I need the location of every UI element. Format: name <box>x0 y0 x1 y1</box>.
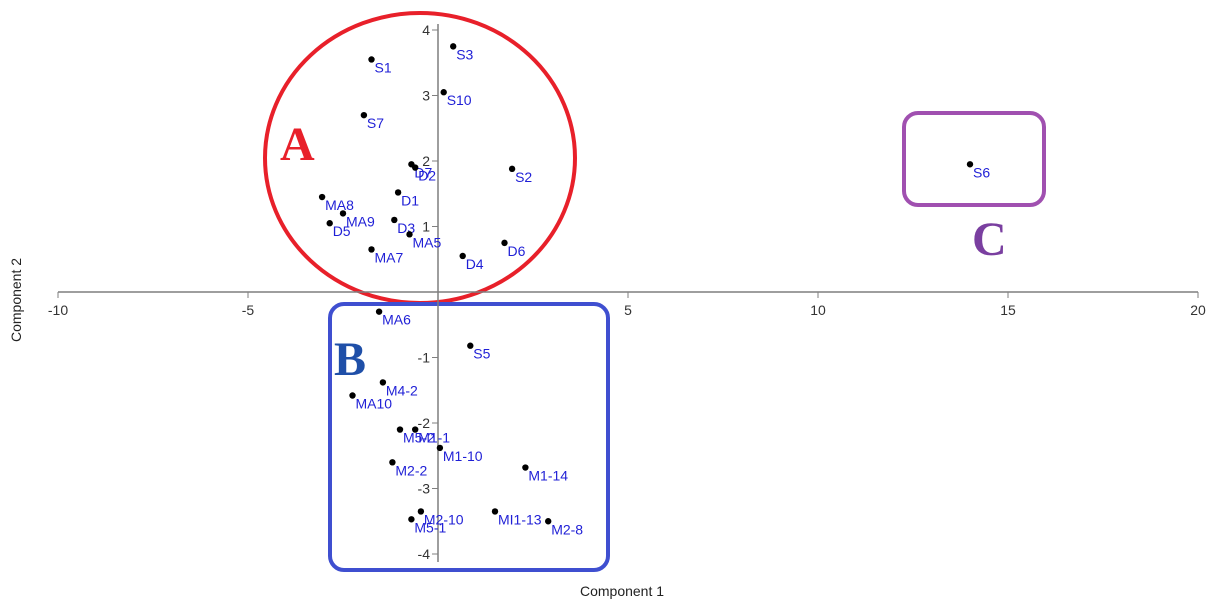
point-label: D5 <box>333 223 351 239</box>
data-point <box>522 464 529 471</box>
ticks: -10 -5 5 10 15 20 -4 -3 -2 -1 1 2 3 4 <box>48 22 1206 562</box>
data-point <box>459 252 466 260</box>
data-point <box>412 426 419 433</box>
point-label: M4-2 <box>386 382 418 398</box>
point-label: D4 <box>466 256 484 272</box>
point-label: M2-8 <box>551 521 583 537</box>
x-tick-label: 5 <box>624 302 632 318</box>
group-c-frame <box>902 111 1046 207</box>
point-label: MA6 <box>382 312 411 328</box>
point-label: M5-2 <box>403 430 435 446</box>
group-annotations: A B C <box>263 11 1046 572</box>
data-point <box>508 165 516 173</box>
x-axis-title: Component 1 <box>580 583 664 599</box>
y-tick-label: -3 <box>418 481 431 497</box>
group-b-frame <box>328 302 610 572</box>
data-point <box>467 342 474 349</box>
point-label: MA5 <box>413 234 442 250</box>
point-label: MI1-13 <box>498 511 542 527</box>
point-label: D2 <box>418 168 436 184</box>
group-b-letter: B <box>334 333 366 386</box>
point-label: M1-14 <box>528 468 568 484</box>
point-label: M5-1 <box>414 519 446 535</box>
group-a-letter: A <box>280 118 315 171</box>
data-point <box>450 43 457 50</box>
data-point <box>318 193 326 201</box>
data-point <box>501 239 508 247</box>
data-point <box>349 392 356 399</box>
x-tick-label: -10 <box>48 302 68 318</box>
data-point <box>368 56 375 63</box>
data-point <box>391 216 398 224</box>
point-label: D7 <box>414 164 432 180</box>
data-point <box>491 508 499 515</box>
point-label: D1 <box>401 192 419 208</box>
y-tick-label: 1 <box>422 219 430 235</box>
point-label: M1-1 <box>418 430 450 446</box>
data-point <box>326 220 333 227</box>
y-tick-label: 2 <box>422 153 430 169</box>
point-label: MA9 <box>346 213 375 229</box>
data-point <box>394 189 402 196</box>
point-label: S10 <box>447 92 472 108</box>
data-point <box>408 516 415 523</box>
group-c-letter: C <box>972 213 1007 266</box>
y-tick-label: 4 <box>422 22 430 38</box>
data-point <box>545 518 552 525</box>
x-tick-label: -5 <box>242 302 255 318</box>
point-label: S2 <box>515 169 532 185</box>
x-tick-label: 20 <box>1190 302 1206 318</box>
point-label: MA10 <box>356 395 393 411</box>
y-tick-label: 3 <box>422 88 430 104</box>
point-label: S3 <box>456 46 473 62</box>
data-point <box>375 308 383 315</box>
y-tick-label: -1 <box>418 350 431 366</box>
point-label: S5 <box>473 346 490 362</box>
data-point <box>440 89 447 96</box>
data-point <box>360 111 368 119</box>
point-label: S7 <box>367 115 384 131</box>
x-tick-label: 10 <box>810 302 826 318</box>
data-point <box>389 459 396 466</box>
data-point <box>396 426 404 433</box>
point-label: M2-2 <box>395 462 427 478</box>
y-tick-label: -2 <box>418 415 431 431</box>
data-point <box>966 161 974 168</box>
point-label: M2-10 <box>424 511 464 527</box>
point-label: MA8 <box>325 197 354 213</box>
x-tick-label: 15 <box>1000 302 1016 318</box>
point-label: S1 <box>375 59 392 75</box>
data-point <box>436 444 444 452</box>
point-label: D6 <box>508 243 526 259</box>
data-point <box>406 231 413 238</box>
data-point <box>339 210 347 217</box>
data-point <box>412 164 419 171</box>
data-point <box>417 508 425 515</box>
data-point <box>379 379 387 386</box>
y-axis-title: Component 2 <box>8 258 24 342</box>
data-point <box>368 246 375 253</box>
y-tick-label: -4 <box>418 546 431 562</box>
point-label: MA7 <box>375 249 404 265</box>
point-label: S6 <box>973 164 990 180</box>
point-label: M1-10 <box>443 448 483 464</box>
